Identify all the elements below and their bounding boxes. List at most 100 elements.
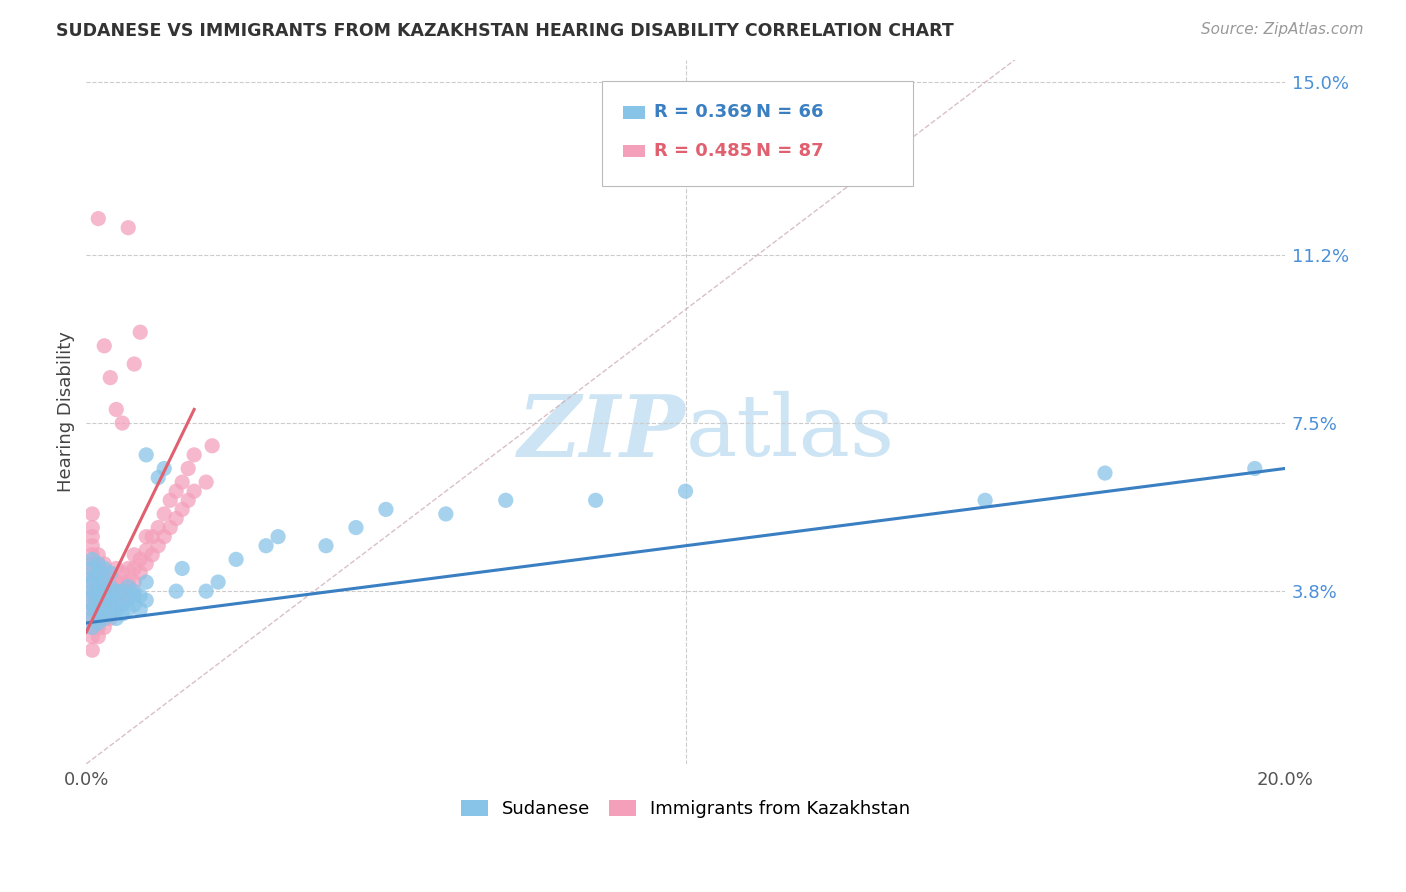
Point <box>111 566 134 580</box>
Point <box>82 530 104 544</box>
Point <box>93 584 115 599</box>
Point <box>87 566 110 580</box>
Point <box>87 593 110 607</box>
Point <box>225 552 247 566</box>
Point <box>82 611 104 625</box>
Point <box>105 611 128 625</box>
Point <box>117 561 139 575</box>
Point <box>344 520 367 534</box>
Point <box>105 593 128 607</box>
Point <box>93 611 115 625</box>
Point <box>93 575 115 590</box>
Text: Source: ZipAtlas.com: Source: ZipAtlas.com <box>1201 22 1364 37</box>
Point <box>87 584 110 599</box>
Point <box>82 520 104 534</box>
Point <box>93 611 115 625</box>
Point <box>93 566 115 580</box>
Point <box>111 584 134 599</box>
Point <box>974 493 997 508</box>
Point <box>111 584 134 599</box>
Point <box>98 598 121 612</box>
Point <box>172 561 194 575</box>
Point <box>105 575 128 590</box>
Point <box>105 602 128 616</box>
Point <box>117 575 139 590</box>
Point <box>207 575 229 590</box>
Point <box>82 561 104 575</box>
Point <box>159 520 181 534</box>
Point <box>82 566 104 580</box>
Point <box>141 530 163 544</box>
Point <box>153 530 176 544</box>
Point <box>87 584 110 599</box>
Point <box>122 548 145 562</box>
Point <box>177 461 200 475</box>
Point <box>148 520 170 534</box>
Point <box>82 593 104 607</box>
Point <box>105 561 128 575</box>
FancyBboxPatch shape <box>623 145 645 158</box>
Point <box>82 575 104 590</box>
Point <box>177 493 200 508</box>
Point <box>98 575 121 590</box>
Point <box>82 621 104 635</box>
Point <box>82 621 104 635</box>
Point <box>93 339 115 353</box>
Point <box>117 220 139 235</box>
Point <box>135 543 157 558</box>
Point <box>87 575 110 590</box>
Point <box>105 584 128 599</box>
Point <box>122 589 145 603</box>
Point <box>98 607 121 621</box>
Point <box>105 584 128 599</box>
Point <box>82 611 104 625</box>
Point <box>105 402 128 417</box>
Point <box>117 580 139 594</box>
Point <box>82 548 104 562</box>
Point <box>93 561 115 575</box>
Point <box>195 475 218 490</box>
Point <box>87 548 110 562</box>
FancyBboxPatch shape <box>623 106 645 119</box>
Point <box>98 566 121 580</box>
Text: N = 66: N = 66 <box>756 103 824 121</box>
Point <box>111 593 134 607</box>
Point <box>98 589 121 603</box>
Point <box>93 602 115 616</box>
Point <box>93 557 115 571</box>
Point <box>141 548 163 562</box>
Point <box>111 575 134 590</box>
Point <box>585 493 607 508</box>
Point <box>135 593 157 607</box>
Point <box>82 539 104 553</box>
Text: N = 87: N = 87 <box>756 142 824 161</box>
Point <box>82 507 104 521</box>
Point <box>87 566 110 580</box>
Point <box>111 416 134 430</box>
Text: SUDANESE VS IMMIGRANTS FROM KAZAKHSTAN HEARING DISABILITY CORRELATION CHART: SUDANESE VS IMMIGRANTS FROM KAZAKHSTAN H… <box>56 22 955 40</box>
Point <box>172 502 194 516</box>
Point <box>153 507 176 521</box>
Point <box>201 439 224 453</box>
Point <box>82 557 104 571</box>
Point <box>129 325 152 339</box>
Point <box>195 584 218 599</box>
Point <box>87 602 110 616</box>
Point <box>122 357 145 371</box>
Point <box>87 630 110 644</box>
Point <box>82 630 104 644</box>
Point <box>122 598 145 612</box>
Point <box>153 461 176 475</box>
Point <box>87 575 110 590</box>
FancyBboxPatch shape <box>602 81 914 186</box>
Point <box>93 621 115 635</box>
Point <box>87 598 110 612</box>
Point <box>87 621 110 635</box>
Point <box>1094 466 1116 480</box>
Point <box>117 593 139 607</box>
Point <box>82 643 104 657</box>
Point <box>122 584 145 599</box>
Point <box>98 593 121 607</box>
Text: ZIP: ZIP <box>517 391 686 475</box>
Point <box>87 611 110 625</box>
